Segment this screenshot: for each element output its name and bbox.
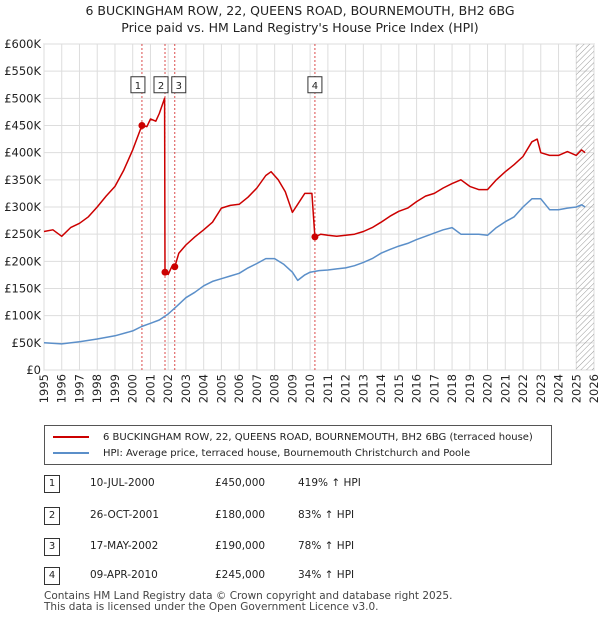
transaction-row: 3 17-MAY-2002 £190,000 78% ↑ HPI (0, 538, 600, 556)
legend-item-hpi: HPI: Average price, terraced house, Bour… (53, 446, 470, 460)
y-tick-label: £350K (4, 173, 41, 187)
x-tick-label: 2016 (410, 374, 424, 403)
legend-label-hpi: HPI: Average price, terraced house, Bour… (103, 447, 471, 459)
transaction-label: 2 (158, 81, 164, 92)
x-axis-ticks: 1995 1996 1997 1998 1999 2000 2001 2002 2003 2004… (37, 374, 600, 403)
y-tick-label: £50K (12, 336, 42, 350)
y-tick-label: £200K (4, 254, 41, 268)
x-tick-label: 2005 (214, 374, 228, 403)
transaction-row: 1 10-JUL-2000 £450,000 419% ↑ HPI (0, 475, 600, 493)
transaction-number: 3 (44, 538, 60, 556)
x-tick-label: 2009 (285, 374, 299, 403)
x-tick-label: 2008 (268, 374, 282, 403)
transaction-label: 3 (176, 81, 182, 92)
x-tick-label: 2024 (552, 374, 566, 403)
transaction-row: 4 09-APR-2010 £245,000 34% ↑ HPI (0, 567, 600, 585)
y-tick-label: £450K (4, 119, 41, 133)
grid (43, 43, 595, 371)
x-tick-label: 2007 (250, 374, 264, 403)
transaction-price: £245,000 (215, 569, 266, 581)
price-chart: 1 2 3 4 £0 £50K £100K £150K £200K £250K £300K £350… (4, 37, 600, 403)
transaction-number: 2 (44, 507, 60, 525)
x-tick-label: 2025 (569, 374, 583, 403)
x-tick-label: 1997 (72, 374, 86, 403)
x-tick-label: 1995 (37, 374, 51, 403)
y-tick-label: £150K (4, 282, 41, 296)
transaction-point (138, 122, 146, 129)
transaction-date: 10-JUL-2000 (90, 477, 155, 489)
y-tick-label: £0 (26, 363, 41, 377)
x-tick-label: 2018 (445, 374, 459, 403)
transaction-label-box (153, 76, 169, 94)
x-tick-label: 2026 (587, 374, 600, 403)
transaction-row: 2 26-OCT-2001 £180,000 83% ↑ HPI (0, 507, 600, 525)
x-tick-label: 2004 (197, 374, 211, 403)
transaction-markers: 1 2 3 4 (130, 76, 323, 276)
y-tick-label: £250K (4, 227, 41, 241)
x-tick-label: 1998 (90, 374, 104, 403)
x-tick-label: 2021 (498, 374, 512, 403)
x-tick-label: 2001 (143, 374, 157, 403)
x-tick-label: 2003 (179, 374, 193, 403)
series-line-hpi (43, 198, 586, 345)
x-tick-label: 2020 (481, 374, 495, 403)
x-tick-label: 2000 (126, 374, 140, 403)
y-tick-label: £500K (4, 91, 41, 105)
transaction-hpi-change: 78% ↑ HPI (298, 540, 355, 552)
transaction-price: £450,000 (215, 477, 266, 489)
x-tick-label: 2012 (339, 374, 353, 403)
y-tick-label: £100K (4, 309, 41, 323)
series-lines (43, 97, 586, 345)
transaction-hpi-change: 34% ↑ HPI (298, 569, 355, 581)
x-tick-label: 2002 (161, 374, 175, 403)
transaction-label-box (130, 76, 146, 94)
y-tick-label: £550K (4, 64, 41, 78)
transaction-point (171, 263, 179, 271)
series-line-property (43, 97, 586, 276)
transaction-label: 4 (312, 81, 318, 92)
x-tick-label: 2006 (232, 374, 246, 403)
x-tick-label: 2014 (374, 374, 388, 403)
future-hatched-area (576, 44, 594, 370)
y-axis-ticks: £0 £50K £100K £150K £200K £250K £300K £350K £400… (4, 37, 41, 377)
legend-label-property: 6 BUCKINGHAM ROW, 22, QUEENS ROAD, BOURN… (103, 431, 533, 443)
x-tick-label: 2017 (427, 374, 441, 403)
chart-subtitle: Price paid vs. HM Land Registry's House … (121, 20, 479, 35)
y-tick-label: £300K (4, 200, 41, 214)
legend: 6 BUCKINGHAM ROW, 22, QUEENS ROAD, BOURN… (44, 425, 552, 465)
y-tick-label: £400K (4, 146, 41, 160)
transaction-number: 1 (44, 475, 60, 493)
x-tick-label: 2013 (356, 374, 370, 403)
transaction-hpi-change: 419% ↑ HPI (298, 477, 361, 489)
footer-copyright: Contains HM Land Registry data © Crown c… (44, 590, 453, 602)
x-tick-label: 2023 (534, 374, 548, 403)
transaction-hpi-change: 83% ↑ HPI (298, 509, 355, 521)
transaction-number: 4 (44, 567, 60, 585)
y-tick-label: £600K (4, 37, 41, 51)
transaction-date: 17-MAY-2002 (90, 540, 159, 552)
transaction-price: £180,000 (215, 509, 266, 521)
transaction-label: 1 (135, 81, 141, 92)
x-tick-label: 2022 (516, 374, 530, 403)
transaction-label-box (307, 76, 323, 94)
legend-swatch-property (53, 436, 89, 438)
x-tick-label: 1999 (108, 374, 122, 403)
x-tick-label: 2011 (321, 374, 335, 403)
transaction-point (311, 233, 319, 241)
footer-license: This data is licensed under the Open Gov… (44, 601, 379, 613)
x-tick-label: 2010 (303, 374, 317, 403)
x-tick-label: 2015 (392, 374, 406, 403)
legend-item-property: 6 BUCKINGHAM ROW, 22, QUEENS ROAD, BOURN… (53, 430, 533, 444)
x-tick-label: 2019 (463, 374, 477, 403)
chart-title: 6 BUCKINGHAM ROW, 22, QUEENS ROAD, BOURN… (85, 3, 515, 18)
transaction-date: 09-APR-2010 (90, 569, 158, 581)
transaction-label-box (171, 76, 187, 94)
legend-swatch-hpi (53, 452, 89, 454)
transaction-point (161, 268, 169, 276)
x-tick-label: 1996 (55, 374, 69, 403)
transaction-price: £190,000 (215, 540, 266, 552)
transaction-date: 26-OCT-2001 (90, 509, 159, 521)
